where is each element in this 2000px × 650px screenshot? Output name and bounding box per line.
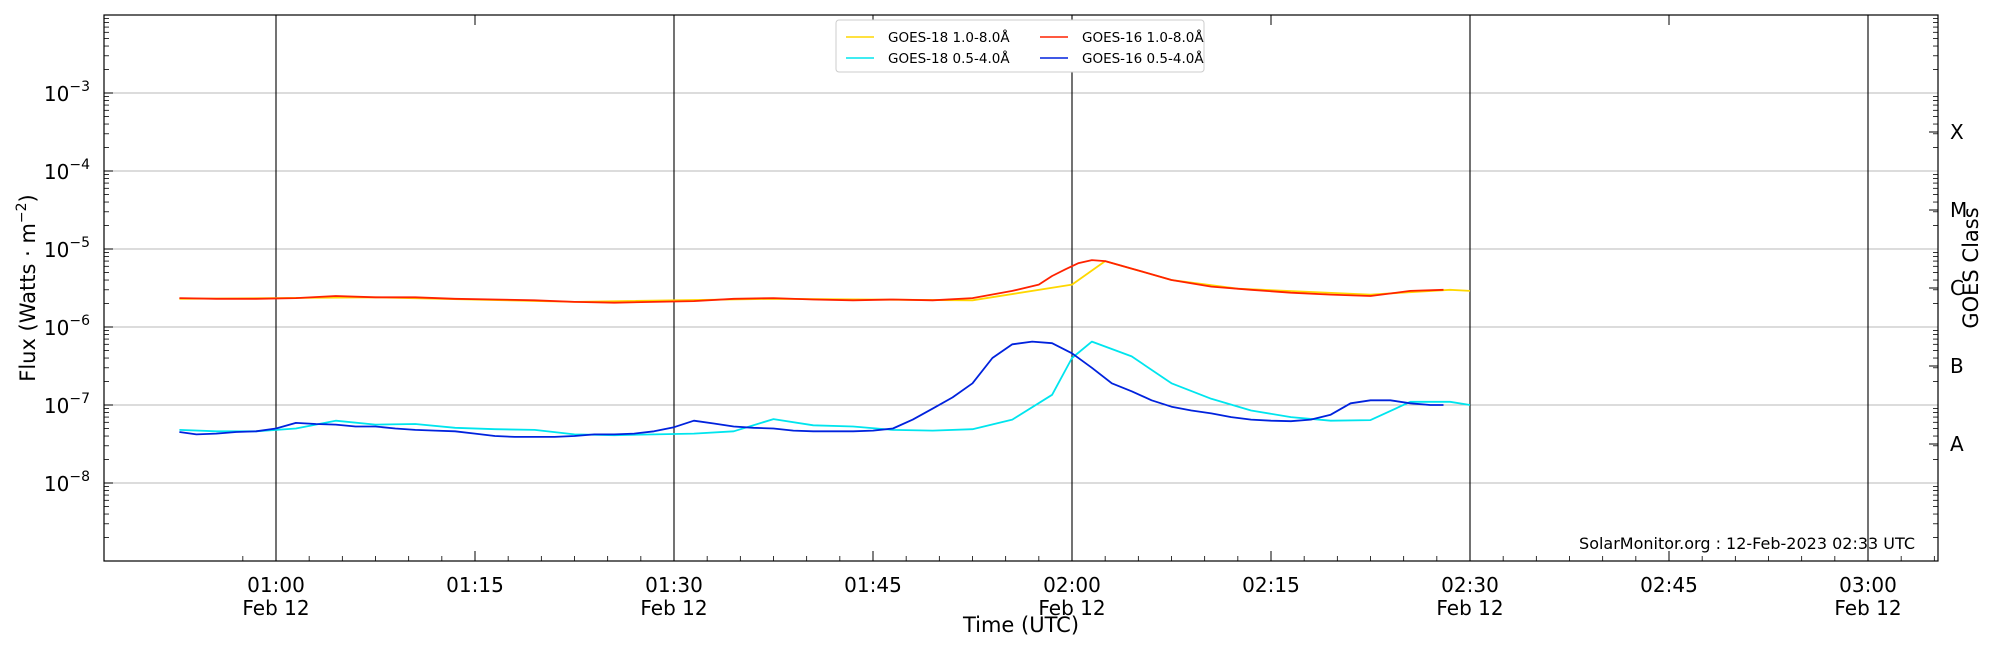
goes-class-label: X — [1950, 120, 1964, 144]
y-tick-label: 10−7 — [44, 391, 90, 418]
x-tick-label: 01:00 — [247, 573, 305, 597]
x-tick-label: 02:15 — [1242, 573, 1300, 597]
goes-class-label: B — [1950, 354, 1964, 378]
goes-class-label: C — [1950, 276, 1964, 300]
x-tick-label: 02:45 — [1640, 573, 1698, 597]
y-tick-exponent: −8 — [69, 469, 90, 485]
y-tick-base: 10 — [44, 394, 69, 418]
legend: GOES-18 1.0-8.0Å GOES-18 0.5-4.0Å GOES-16 … — [835, 19, 1205, 73]
legend-label-3: GOES-16 0.5-4.0Å — [1082, 50, 1204, 67]
y-tick-label: 10−4 — [44, 157, 90, 184]
y-tick-label: 10−6 — [44, 313, 90, 340]
credit-text: SolarMonitor.org : 12-Feb-2023 02:33 UTC — [1579, 534, 1915, 553]
y-tick-exponent: −4 — [69, 157, 90, 173]
x-tick-date-label: Feb 12 — [1436, 596, 1503, 620]
y-tick-exponent: −5 — [69, 235, 90, 251]
legend-label-2: GOES-16 1.0-8.0Å — [1082, 29, 1204, 46]
x-tick-label: 01:15 — [446, 573, 504, 597]
ticks-layer — [104, 15, 1938, 561]
y-tick-label: 10−8 — [44, 469, 90, 496]
y-axis-title-exponent: −2 — [14, 202, 30, 223]
y-tick-base: 10 — [44, 238, 69, 262]
x-tick-label: 01:45 — [844, 573, 902, 597]
y-axis-title-close: ) — [16, 194, 40, 202]
y-tick-base: 10 — [44, 472, 69, 496]
y-tick-base: 10 — [44, 316, 69, 340]
series-line-3 — [179, 340, 1444, 438]
y-tick-base: 10 — [44, 82, 69, 106]
x-tick-date-label: Feb 12 — [242, 596, 309, 620]
y-tick-exponent: −7 — [69, 391, 90, 407]
grid-layer — [104, 92, 1938, 484]
y-tick-label: 10−3 — [44, 79, 90, 106]
y-axis-title-main: Flux (Watts · m — [16, 223, 40, 382]
x-axis-title: Time (UTC) — [962, 613, 1079, 637]
series-line-1 — [179, 340, 1471, 437]
right-axis-title: GOES Class — [1959, 207, 1983, 328]
x-tick-date-label: Feb 12 — [1834, 596, 1901, 620]
series-line-2 — [179, 259, 1444, 304]
series-layer — [179, 259, 1471, 438]
legend-label-0: GOES-18 1.0-8.0Å — [888, 29, 1010, 46]
x-tick-date-label: Feb 12 — [1038, 596, 1105, 620]
goes-class-label: M — [1950, 198, 1967, 222]
x-tick-label: 02:30 — [1441, 573, 1499, 597]
y-axis-title: Flux (Watts · m−2) — [14, 194, 40, 382]
y-tick-exponent: −6 — [69, 313, 90, 329]
x-tick-date-label: Feb 12 — [640, 596, 707, 620]
x-tick-label: 01:30 — [645, 573, 703, 597]
goes-class-label: A — [1950, 432, 1964, 456]
y-tick-base: 10 — [44, 160, 69, 184]
vertical-lines-layer — [275, 15, 1869, 561]
legend-box — [835, 19, 1205, 73]
y-tick-label: 10−5 — [44, 235, 90, 262]
y-tick-exponent: −3 — [69, 79, 90, 95]
x-tick-label: 02:00 — [1043, 573, 1101, 597]
x-tick-label: 03:00 — [1839, 573, 1897, 597]
legend-label-1: GOES-18 0.5-4.0Å — [888, 50, 1010, 67]
